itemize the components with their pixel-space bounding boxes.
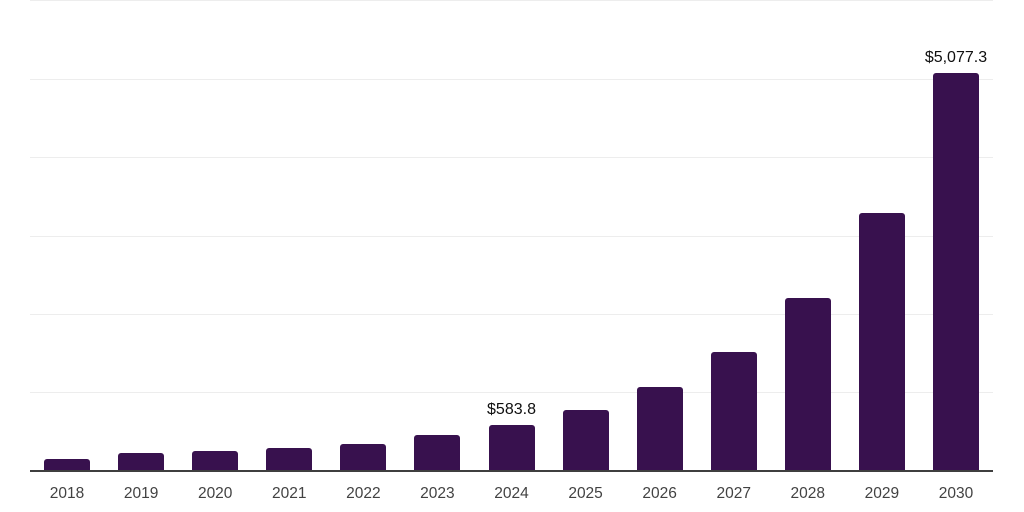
bar-2018 xyxy=(44,459,91,471)
gridline-2000 xyxy=(30,313,993,315)
bar-2019 xyxy=(118,452,165,471)
x-tick-2023: 2023 xyxy=(420,485,455,502)
value-label-2024: $583.8 xyxy=(487,401,536,419)
x-tick-2019: 2019 xyxy=(123,485,159,502)
x-tick-2024: 2024 xyxy=(494,485,529,502)
x-tick-2021: 2021 xyxy=(272,485,307,502)
value-label-2030: $5,077.3 xyxy=(924,49,988,67)
x-axis-line xyxy=(30,470,993,472)
x-tick-2022: 2022 xyxy=(346,485,381,502)
bar-2025 xyxy=(562,409,609,471)
bar-2030 xyxy=(932,73,979,471)
bar-2027 xyxy=(710,351,757,471)
bar-2026 xyxy=(636,386,683,471)
gridline-3000 xyxy=(30,235,993,237)
bar-2029 xyxy=(858,212,905,471)
x-tick-2026: 2026 xyxy=(642,485,677,502)
bar-2021 xyxy=(266,447,313,471)
gridline-5000 xyxy=(30,78,993,80)
bar-2022 xyxy=(340,443,387,471)
bar-2023 xyxy=(414,434,461,471)
bar-2024 xyxy=(488,425,535,471)
x-tick-2030: 2030 xyxy=(938,485,974,502)
gridline-1000 xyxy=(30,392,993,394)
x-tick-2025: 2025 xyxy=(568,485,603,502)
x-tick-2018: 2018 xyxy=(49,485,85,502)
gridline-6000 xyxy=(30,0,993,2)
bar-2020 xyxy=(192,451,239,471)
x-tick-2028: 2028 xyxy=(790,485,826,502)
x-tick-2020: 2020 xyxy=(197,485,233,502)
gridline-4000 xyxy=(30,157,993,159)
x-tick-2029: 2029 xyxy=(864,485,900,502)
x-tick-2027: 2027 xyxy=(716,485,751,502)
bar-2028 xyxy=(784,298,831,471)
